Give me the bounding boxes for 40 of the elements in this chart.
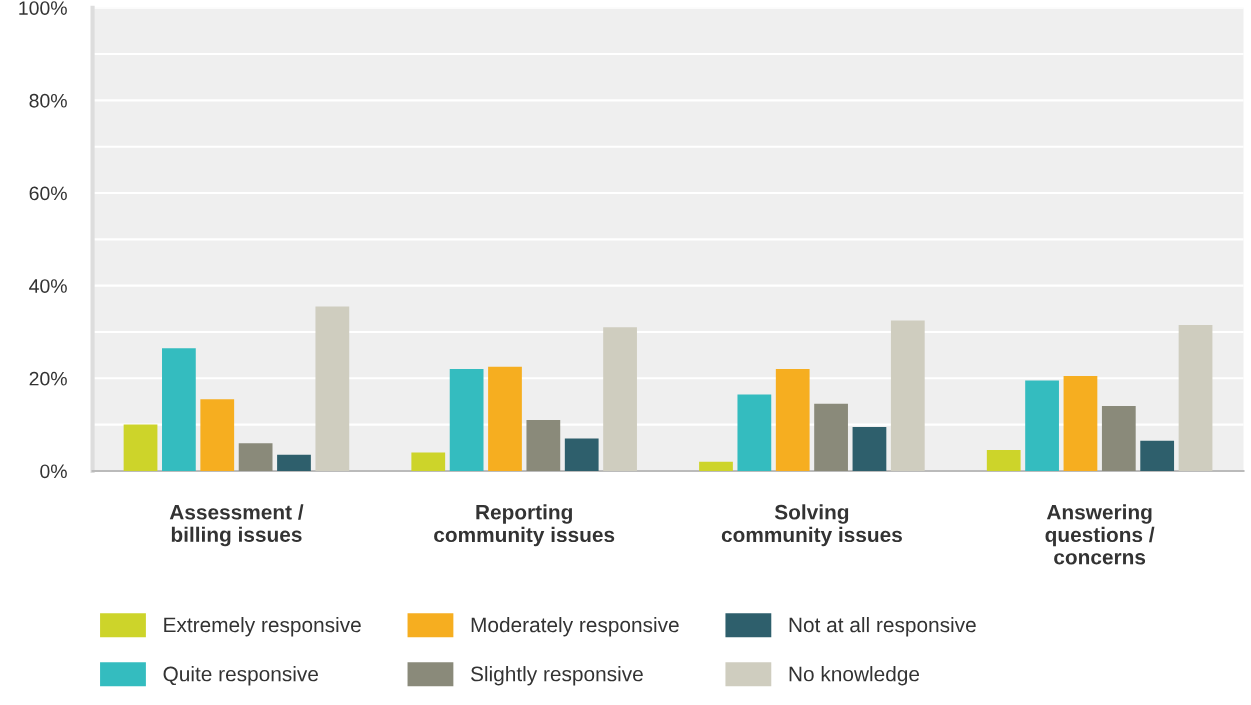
bar — [564, 438, 599, 471]
legend-label: Extremely responsive — [164, 616, 361, 637]
bar — [775, 369, 810, 471]
y-tick-label: 0% — [40, 464, 67, 479]
bar — [162, 348, 196, 471]
bar — [852, 426, 887, 471]
y-tick-label: 20% — [29, 371, 67, 386]
bar — [890, 320, 925, 471]
bar — [238, 443, 273, 471]
bar — [411, 452, 446, 471]
bar — [315, 306, 350, 471]
bar — [737, 394, 772, 471]
legend-label: Quite responsive — [163, 666, 318, 686]
bar — [1063, 375, 1098, 471]
bar — [1101, 406, 1136, 471]
bar — [814, 403, 848, 471]
bar — [699, 461, 733, 471]
bar — [603, 327, 637, 471]
x-tick-label: Answering questions / concerns — [1045, 504, 1155, 565]
legend-label: Moderately responsive — [471, 616, 679, 637]
bar — [986, 450, 1021, 471]
bar — [449, 369, 484, 471]
bar — [526, 419, 561, 471]
bar — [1140, 440, 1175, 471]
bar — [277, 454, 311, 471]
y-tick-label: 60% — [29, 186, 67, 201]
x-tick-label: Reporting community issues — [434, 504, 615, 547]
x-tick-label: Assessment / billing issues — [169, 504, 304, 547]
bar — [1178, 325, 1213, 471]
y-tick-label: 100% — [19, 1, 67, 15]
y-tick-label: 80% — [29, 93, 67, 108]
legend-label: Slightly responsive — [470, 666, 643, 686]
bar — [1025, 380, 1059, 471]
y-tick-label: 40% — [29, 279, 67, 293]
x-tick-label: Solving community issues — [721, 504, 902, 547]
legend-label: Not at all responsive — [789, 616, 976, 637]
bar — [488, 366, 522, 471]
bar — [123, 424, 158, 471]
bar — [200, 399, 235, 471]
legend-label: No knowledge — [789, 666, 920, 686]
